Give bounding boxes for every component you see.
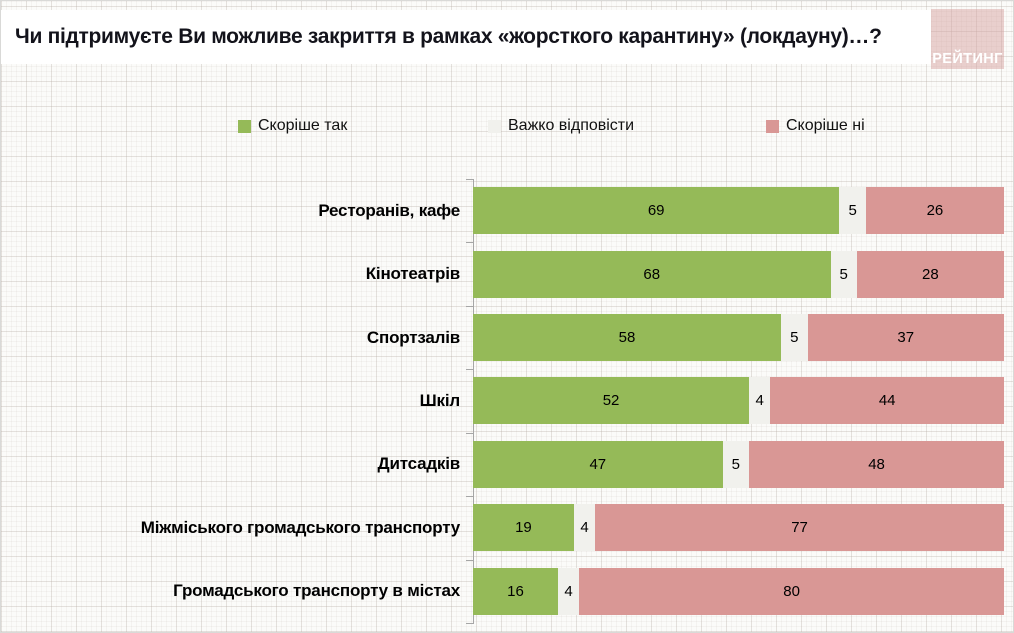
bar-segment-no: 44 (770, 377, 1004, 425)
bar-segment-no: 37 (807, 314, 1004, 362)
bar-segment-undecided: 5 (722, 440, 750, 488)
legend-swatch-icon (766, 119, 779, 133)
category-label: Громадського транспорту в містах (173, 581, 460, 601)
bar-segment-yes: 52 (473, 377, 750, 425)
bar-segment-no: 80 (579, 567, 1004, 615)
category-label: Дитсадків (377, 454, 461, 474)
table-row: Шкіл 52 4 44 (1, 369, 1004, 432)
bar-value-label: 19 (515, 519, 532, 537)
title-band: Чи підтримуєте Ви можливе закриття в рам… (1, 10, 931, 64)
legend-label: Скоріше так (258, 117, 348, 134)
bar-segment-undecided: 4 (557, 567, 580, 615)
category-label: Кінотеатрів (365, 264, 460, 284)
bar-value-label: 16 (507, 582, 524, 600)
bar-segment-undecided: 4 (749, 377, 771, 425)
bar-value-label: 37 (897, 329, 915, 347)
bar-stack: 52 4 44 (473, 377, 1004, 425)
bar-segment-undecided: 5 (839, 187, 866, 235)
bar-segment-undecided: 4 (573, 504, 596, 552)
bar-segment-yes: 68 (473, 250, 831, 298)
table-row: Дитсадків 47 5 48 (1, 433, 1004, 496)
legend-label: Скоріше ні (786, 117, 865, 134)
table-row: Ресторанів, кафе 69 5 26 (1, 179, 1004, 242)
plot-area: Ресторанів, кафе 69 5 26 Кінотеатрів 68 5 28 Спо… (1, 179, 1004, 623)
bar-segment-no: 28 (856, 250, 1004, 298)
axis-tick (466, 496, 474, 498)
bar-segment-undecided: 5 (780, 314, 808, 362)
bar-value-label: 77 (791, 519, 808, 537)
bar-stack: 19 4 77 (473, 504, 1004, 552)
table-row: Громадського транспорту в містах 16 4 80 (1, 560, 1004, 623)
rating-group-logo: РЕЙТИНГ (931, 9, 1004, 69)
table-row: Кінотеатрів 68 5 28 (1, 242, 1004, 305)
table-row: Спортзалів 58 5 37 (1, 306, 1004, 369)
bar-segment-no: 48 (749, 440, 1004, 488)
category-label: Шкіл (419, 391, 461, 411)
bar-value-label: 44 (878, 392, 896, 410)
axis-tick (466, 305, 474, 307)
legend-swatch-icon (488, 119, 501, 133)
legend-swatch-icon (238, 119, 251, 133)
bar-segment-undecided: 5 (830, 250, 857, 298)
chart-title: Чи підтримуєте Ви можливе закриття в рам… (15, 25, 882, 48)
bar-value-label: 52 (602, 392, 620, 410)
bar-segment-yes: 58 (473, 314, 781, 362)
bar-value-label: 5 (839, 265, 848, 283)
axis-tick (466, 432, 474, 434)
bar-segment-no: 77 (595, 504, 1004, 552)
axis-tick (466, 369, 474, 371)
bar-value-label: 80 (783, 582, 800, 600)
bar-stack: 69 5 26 (473, 187, 1004, 235)
bar-segment-no: 26 (865, 187, 1004, 235)
bar-stack: 16 4 80 (473, 567, 1004, 615)
bar-value-label: 5 (731, 455, 740, 473)
category-label: Спортзалів (366, 327, 460, 347)
bar-value-label: 47 (589, 455, 607, 473)
bar-value-label: 28 (922, 265, 939, 283)
rating-logo-text: РЕЙТИНГ (932, 51, 1003, 67)
bar-value-label: 26 (926, 202, 944, 220)
bar-segment-yes: 19 (473, 504, 574, 552)
bar-value-label: 5 (848, 202, 857, 220)
bar-stack: 68 5 28 (473, 250, 1004, 298)
bar-value-label: 5 (790, 329, 799, 347)
axis-tick (466, 242, 474, 244)
axis-tick (466, 623, 474, 624)
legend-item-1: Скоріше так (238, 117, 347, 135)
bar-value-label: 4 (755, 392, 764, 410)
bar-value-label: 4 (580, 519, 589, 537)
category-label: Ресторанів, кафе (318, 200, 460, 220)
bar-value-label: 48 (868, 455, 885, 473)
axis-tick (466, 179, 474, 180)
legend-label: Важко відповісти (508, 117, 635, 134)
legend-item-3: Скоріше ні (766, 117, 865, 135)
legend-item-2: Важко відповісти (488, 117, 634, 135)
axis-tick (466, 559, 474, 561)
bar-stack: 47 5 48 (473, 440, 1004, 488)
bar-segment-yes: 47 (473, 440, 723, 488)
bar-value-label: 68 (643, 265, 661, 283)
bar-stack: 58 5 37 (473, 314, 1004, 362)
bar-segment-yes: 16 (473, 567, 558, 615)
bar-value-label: 4 (564, 582, 573, 600)
table-row: Міжміського громадського транспорту 19 4 77 (1, 496, 1004, 559)
bar-value-label: 69 (647, 202, 665, 220)
category-label: Міжміського громадського транспорту (140, 517, 460, 537)
bar-value-label: 58 (618, 329, 636, 347)
bar-segment-yes: 69 (473, 187, 840, 235)
